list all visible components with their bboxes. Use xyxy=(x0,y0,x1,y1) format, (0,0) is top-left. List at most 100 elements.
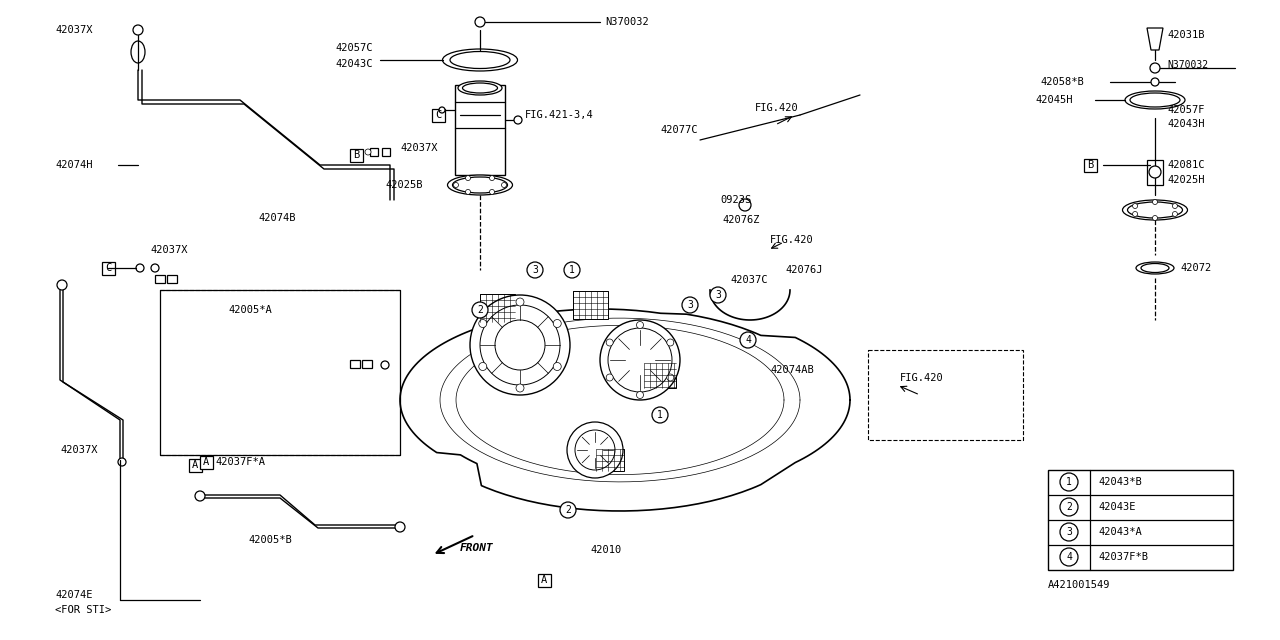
Circle shape xyxy=(470,295,570,395)
Bar xyxy=(1083,159,1097,172)
Bar xyxy=(349,148,362,161)
Text: 42005*A: 42005*A xyxy=(228,305,271,315)
Text: N370032: N370032 xyxy=(1167,60,1208,70)
Circle shape xyxy=(600,320,680,400)
Circle shape xyxy=(133,25,143,35)
Circle shape xyxy=(608,328,672,392)
Circle shape xyxy=(396,522,404,532)
Text: C: C xyxy=(435,110,442,120)
Circle shape xyxy=(136,264,145,272)
Circle shape xyxy=(453,182,458,188)
Circle shape xyxy=(479,319,486,328)
Text: 42025B: 42025B xyxy=(385,180,422,190)
Ellipse shape xyxy=(1137,262,1174,274)
Circle shape xyxy=(466,175,471,180)
Bar xyxy=(362,360,372,368)
Text: <FOR STI>: <FOR STI> xyxy=(55,605,111,615)
Text: 42043H: 42043H xyxy=(1167,119,1204,129)
Text: A421001549: A421001549 xyxy=(1048,580,1111,590)
Bar xyxy=(370,148,378,156)
Text: 2: 2 xyxy=(1066,502,1071,512)
Bar xyxy=(431,109,444,122)
Bar xyxy=(166,275,177,283)
Circle shape xyxy=(1060,498,1078,516)
Bar xyxy=(454,85,506,175)
Text: 42043*B: 42043*B xyxy=(1098,477,1142,487)
Circle shape xyxy=(1133,211,1138,216)
Text: 42005*B: 42005*B xyxy=(248,535,292,545)
Text: A: A xyxy=(202,457,209,467)
Text: B: B xyxy=(1087,160,1093,170)
Polygon shape xyxy=(1147,28,1164,50)
Circle shape xyxy=(1149,63,1160,73)
Ellipse shape xyxy=(1140,264,1169,273)
Bar xyxy=(349,360,360,368)
Circle shape xyxy=(553,319,561,328)
Text: 42045H: 42045H xyxy=(1036,95,1073,105)
Circle shape xyxy=(472,302,488,318)
Bar xyxy=(480,294,515,322)
Circle shape xyxy=(527,262,543,278)
Text: 42037C: 42037C xyxy=(730,275,768,285)
Text: 42057C: 42057C xyxy=(335,43,372,53)
Text: 3: 3 xyxy=(532,265,538,275)
Text: 42057F: 42057F xyxy=(1167,105,1204,115)
Text: 42077C: 42077C xyxy=(660,125,698,135)
Bar xyxy=(596,449,625,471)
Circle shape xyxy=(564,262,580,278)
Circle shape xyxy=(1060,548,1078,566)
Circle shape xyxy=(439,107,445,113)
Circle shape xyxy=(475,17,485,27)
Circle shape xyxy=(636,321,644,328)
Bar xyxy=(868,350,1023,440)
Text: FIG.420: FIG.420 xyxy=(900,373,943,383)
Circle shape xyxy=(516,298,524,306)
Circle shape xyxy=(607,339,613,346)
Bar xyxy=(188,458,201,472)
Circle shape xyxy=(575,430,614,470)
Text: 42074E: 42074E xyxy=(55,590,92,600)
Bar xyxy=(572,291,608,319)
Circle shape xyxy=(516,384,524,392)
Circle shape xyxy=(479,362,486,371)
Ellipse shape xyxy=(451,51,509,68)
Ellipse shape xyxy=(453,177,507,193)
Ellipse shape xyxy=(448,175,512,195)
Circle shape xyxy=(1172,204,1178,209)
Text: 1: 1 xyxy=(657,410,663,420)
Text: 42043*A: 42043*A xyxy=(1098,527,1142,537)
Text: 3: 3 xyxy=(1066,527,1071,537)
Circle shape xyxy=(1172,211,1178,216)
Text: 2: 2 xyxy=(477,305,483,315)
Bar xyxy=(381,148,390,156)
Bar xyxy=(1048,470,1233,570)
Text: 1: 1 xyxy=(1066,477,1071,487)
Text: 42043C: 42043C xyxy=(335,59,372,69)
Ellipse shape xyxy=(1128,202,1183,218)
Text: 42010: 42010 xyxy=(590,545,621,555)
Text: 1: 1 xyxy=(570,265,575,275)
Circle shape xyxy=(58,280,67,290)
Ellipse shape xyxy=(458,81,502,95)
Circle shape xyxy=(118,458,125,466)
Text: N370032: N370032 xyxy=(605,17,649,27)
Bar xyxy=(101,262,114,275)
Text: FRONT: FRONT xyxy=(460,543,494,553)
Circle shape xyxy=(567,422,623,478)
Circle shape xyxy=(151,264,159,272)
Circle shape xyxy=(1133,204,1138,209)
Text: 4: 4 xyxy=(1066,552,1071,562)
Text: 3: 3 xyxy=(687,300,692,310)
Circle shape xyxy=(502,182,507,188)
Ellipse shape xyxy=(1123,200,1188,220)
Text: 42037X: 42037X xyxy=(401,143,438,153)
Text: 3: 3 xyxy=(716,290,721,300)
Bar xyxy=(1147,160,1164,185)
Text: 2: 2 xyxy=(564,505,571,515)
Circle shape xyxy=(682,297,698,313)
Circle shape xyxy=(553,362,561,371)
Circle shape xyxy=(710,287,726,303)
Circle shape xyxy=(1152,216,1157,221)
Circle shape xyxy=(489,175,494,180)
Circle shape xyxy=(652,407,668,423)
